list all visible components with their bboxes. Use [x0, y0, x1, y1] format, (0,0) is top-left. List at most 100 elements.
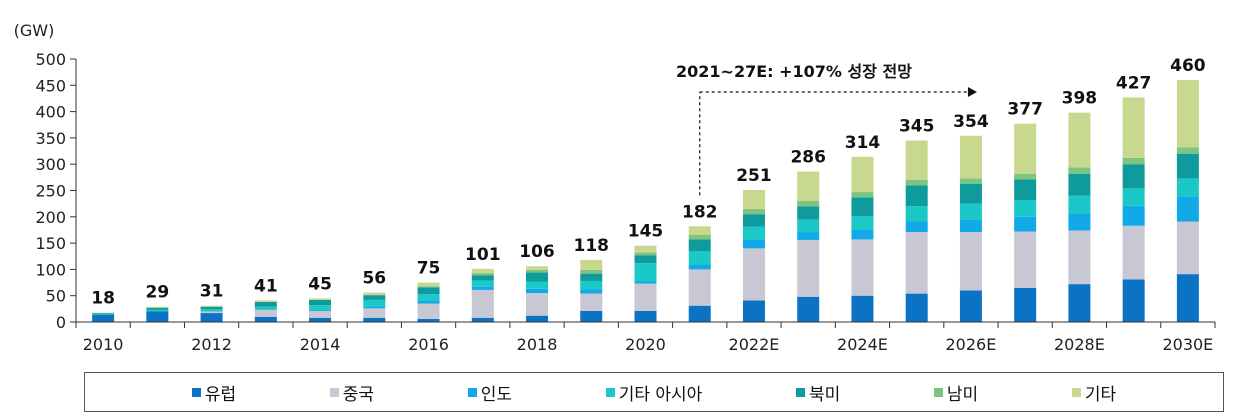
bar-segment-기타 [309, 298, 332, 300]
bar-segment-유럽 [959, 290, 982, 322]
growth-annotation: 2021~27E: +107% 성장 전망 [676, 62, 977, 196]
x-tick-label: 2012 [191, 335, 232, 354]
y-tick-label: 500 [35, 50, 66, 69]
bar-segment-중국 [1176, 221, 1199, 275]
legend-swatch [605, 387, 615, 397]
bar-total-label: 377 [1007, 100, 1043, 120]
bar-total-label: 118 [574, 236, 610, 256]
bar-segment-북미 [1176, 153, 1199, 179]
bar-total-label: 56 [362, 269, 386, 289]
legend-swatch [467, 387, 477, 397]
bar-segment-유럽 [1122, 279, 1145, 322]
bar-segment-중국 [309, 310, 332, 318]
bar-segment-기타 [1176, 80, 1199, 148]
bar-total-label: 460 [1170, 56, 1206, 76]
bar-total-label: 251 [736, 166, 772, 186]
bar-segment-유럽 [363, 317, 386, 322]
bar-segment-남미 [797, 201, 820, 207]
stacked-bar-chart: (GW) 0 50 100 150 200 250 300 350 400 450 500 18 29… [14, 21, 1216, 354]
bar-segment-북미 [580, 273, 603, 281]
bar-segment-중국 [634, 283, 657, 311]
bar-segment-기타 [1014, 123, 1037, 174]
bar-segment-북미 [688, 239, 711, 251]
legend-label: 유럽 [204, 384, 237, 405]
bar-segment-유럽 [1068, 284, 1091, 322]
bar-segment-유럽 [851, 295, 874, 322]
bar-segment-남미 [851, 192, 874, 198]
legend-label: 북미 [808, 384, 841, 405]
bar-segment-중국 [254, 309, 277, 317]
bar-segment-유럽 [688, 305, 711, 322]
bar-segment-인도 [1122, 205, 1145, 226]
bar-segment-북미 [92, 313, 115, 314]
x-tick-label: 2028E [1054, 335, 1105, 354]
legend-swatch [795, 387, 805, 397]
bar-segment-유럽 [471, 317, 494, 322]
bar-segment-중국 [742, 248, 765, 301]
bar-segment-인도 [526, 288, 549, 294]
bar-segment-남미 [471, 273, 494, 276]
bar-segment-인도 [959, 219, 982, 233]
bar-segment-북미 [959, 183, 982, 204]
x-tick-label: 2022E [729, 335, 780, 354]
bar-total-label: 314 [845, 133, 881, 153]
bar-segment-남미 [959, 178, 982, 184]
x-tick-label: 2024E [837, 335, 888, 354]
legend-item: 북미 [795, 380, 841, 405]
y-tick-label: 250 [35, 182, 66, 201]
bar-segment-기타 아시아 [146, 309, 169, 312]
bar-segment-북미 [254, 302, 277, 307]
bar-segment-남미 [1068, 167, 1091, 174]
bar-segment-인도 [254, 309, 277, 310]
bar-segment-기타 [363, 292, 386, 295]
bar-segment-북미 [797, 206, 820, 220]
bar-segment-기타 아시아 [309, 305, 332, 310]
y-tick-label: 100 [35, 260, 66, 279]
bar-segment-기타 아시아 [526, 281, 549, 289]
bar-segment-남미 [905, 179, 928, 186]
bar-segment-북미 [200, 306, 223, 310]
bar-segment-기타 아시아 [417, 294, 440, 301]
bar-segment-유럽 [417, 318, 440, 322]
bar-segment-인도 [471, 286, 494, 290]
legend-swatch [933, 387, 943, 397]
bar-segment-기타 아시아 [1122, 188, 1145, 206]
bar-segment-유럽 [580, 310, 603, 322]
bar-segment-인도 [363, 306, 386, 309]
bar-total-label: 398 [1062, 89, 1098, 109]
bar-segment-기타 [471, 268, 494, 274]
bar-segment-기타 [1122, 97, 1145, 158]
x-tick-label: 2020 [625, 335, 666, 354]
legend-swatch [1071, 387, 1081, 397]
bar-segment-유럽 [1014, 287, 1037, 322]
bar-segment-기타 아시아 [851, 216, 874, 230]
bar-total-label: 286 [790, 148, 826, 168]
x-tick-label: 2016 [408, 335, 449, 354]
bar-segment-중국 [417, 303, 440, 319]
bar-segment-중국 [797, 239, 820, 297]
x-tick-label: 2030E [1162, 335, 1213, 354]
bar-segment-기타 [254, 300, 277, 303]
bars [92, 80, 1199, 322]
legend-item: 중국 [329, 380, 374, 405]
y-tick-label: 350 [35, 129, 66, 148]
bar-segment-유럽 [797, 296, 820, 322]
legend-item: 기타 [1071, 380, 1116, 405]
bar-segment-중국 [1122, 225, 1145, 280]
bar-segment-중국 [200, 311, 223, 314]
bar-segment-유럽 [254, 316, 277, 322]
bar-segment-중국 [471, 289, 494, 318]
bar-segment-기타 아시아 [471, 280, 494, 287]
bar-segment-기타 아시아 [254, 306, 277, 310]
bar-segment-유럽 [526, 315, 549, 322]
x-axis: 2010 2012 2014 2016 2018 2020 2022E 2024E 2026E 2… [75, 321, 1216, 354]
bar-total-label: 354 [953, 112, 989, 132]
bar-segment-중국 [905, 232, 928, 294]
bar-segment-북미 [1122, 164, 1145, 189]
y-tick-label: 0 [56, 313, 66, 332]
bar-segment-기타 [417, 282, 440, 287]
bar-segment-기타 아시아 [363, 299, 386, 307]
bar-segment-중국 [363, 308, 386, 318]
bar-segment-유럽 [146, 311, 169, 322]
bar-total-label: 41 [254, 276, 278, 296]
